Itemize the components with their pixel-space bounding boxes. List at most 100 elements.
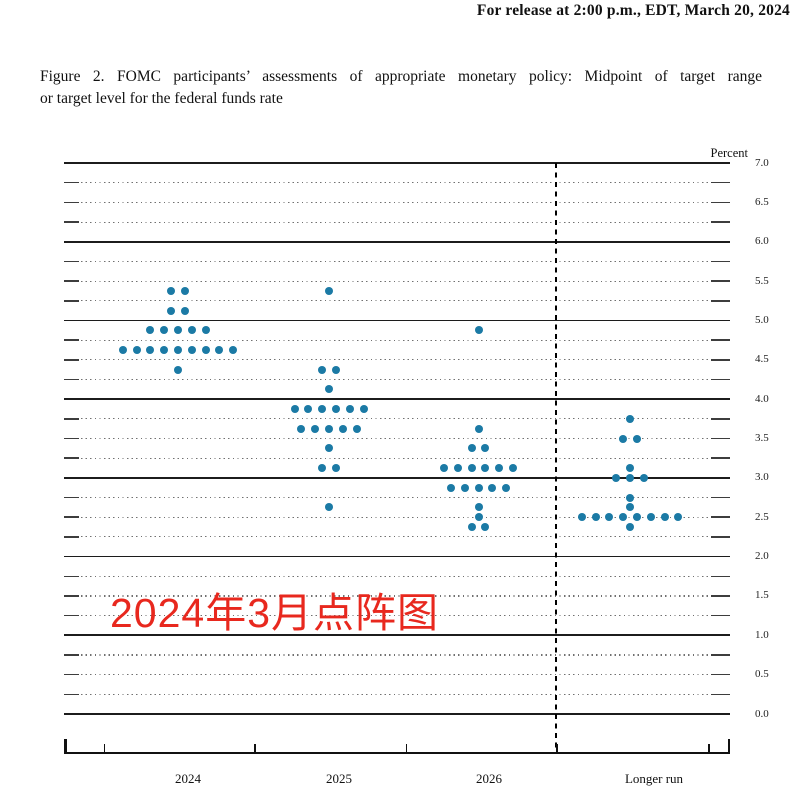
dot — [325, 503, 333, 512]
grid-line-dotted — [81, 536, 709, 538]
dot — [290, 404, 299, 413]
grid-line-dash-right — [711, 575, 730, 577]
grid-line-dotted — [81, 674, 709, 676]
grid-line-dotted — [81, 615, 709, 617]
dot — [632, 434, 641, 443]
y-tick-label: 2.0 — [755, 550, 769, 563]
grid-line-solid — [64, 634, 730, 637]
dot — [626, 523, 634, 532]
grid-line-dash-right — [711, 260, 730, 263]
grid-line-dash-left — [64, 339, 79, 341]
dot — [331, 464, 340, 473]
dot — [331, 365, 340, 374]
dot — [318, 404, 327, 413]
grid-line-dash-left — [64, 221, 79, 223]
dot — [132, 345, 141, 354]
grid-line-dash-right — [711, 614, 730, 617]
grid-line-dash-right — [711, 693, 730, 696]
dot — [359, 404, 368, 413]
y-tick-label: 1.5 — [755, 589, 769, 602]
grid-line-dotted — [81, 575, 709, 577]
grid-line-dotted — [81, 201, 709, 203]
dot — [481, 464, 490, 473]
grid-line-dash-left — [64, 378, 79, 381]
x-category-label: 2024 — [175, 771, 201, 786]
grid-line-dash-right — [711, 496, 730, 499]
dot — [331, 404, 340, 413]
y-tick-label: 6.5 — [755, 195, 769, 208]
grid-line-dotted — [81, 280, 709, 282]
dot — [174, 326, 182, 335]
grid-line-solid — [64, 240, 730, 243]
y-tick-label: 0.5 — [755, 668, 769, 681]
dot — [474, 326, 483, 335]
dot — [474, 503, 483, 512]
grid-line-dash-left — [64, 181, 79, 184]
grid-line-dotted — [81, 221, 709, 223]
grid-line-dash-left — [64, 359, 79, 361]
dot — [619, 434, 628, 443]
grid-line-dash-right — [711, 595, 730, 597]
grid-line-dash-left — [64, 595, 79, 597]
dot — [325, 424, 333, 433]
dot — [352, 424, 361, 433]
dot — [626, 464, 634, 473]
dot — [174, 365, 182, 374]
grid-line-dash-left — [64, 673, 79, 676]
grid-line-dash-left — [64, 457, 79, 459]
y-axis-unit-label: Percent — [710, 146, 748, 160]
dot — [577, 513, 586, 522]
dot — [118, 345, 127, 354]
x-axis-tick — [556, 743, 558, 752]
grid-line-dash-right — [711, 536, 730, 538]
grid-line-dash-left — [64, 536, 79, 538]
dot — [488, 483, 497, 492]
dot — [318, 365, 327, 374]
y-tick-label: 5.0 — [755, 313, 769, 326]
dot — [325, 444, 333, 453]
x-axis-tick — [405, 743, 408, 752]
grid-line-dotted — [81, 260, 709, 262]
grid-line-dash-right — [711, 437, 730, 440]
dot — [632, 513, 641, 522]
x-axis-end-tick — [64, 738, 67, 754]
grid-line-dotted — [81, 457, 709, 459]
dot — [180, 306, 189, 315]
x-axis-line — [64, 751, 730, 754]
grid-line-dotted — [81, 339, 709, 341]
dot — [180, 286, 189, 295]
dot — [146, 326, 155, 335]
dot — [304, 404, 313, 413]
dot — [325, 286, 333, 295]
figure-caption-line1: Figure 2. FOMC participants’ assessments… — [40, 68, 762, 85]
y-tick-label: 3.5 — [755, 432, 769, 444]
dot — [325, 385, 333, 394]
y-tick-label: 5.5 — [755, 274, 769, 287]
y-tick-label: 3.0 — [755, 471, 769, 484]
grid-line-dash-right — [711, 516, 730, 518]
dot — [626, 493, 634, 502]
grid-line-dash-right — [711, 280, 730, 282]
y-tick-label: 2.5 — [755, 510, 769, 523]
grid-line-dash-right — [711, 457, 730, 459]
grid-line-solid — [64, 319, 730, 322]
dot — [187, 326, 196, 335]
x-category-label: 2025 — [326, 771, 352, 786]
dot — [626, 473, 634, 482]
grid-line-dash-right — [711, 418, 730, 420]
grid-line-dotted — [81, 378, 709, 381]
dot — [440, 464, 448, 473]
grid-line-dotted — [81, 516, 709, 518]
dot — [146, 345, 155, 354]
grid-line-dash-left — [64, 693, 79, 696]
dot — [160, 345, 169, 354]
grid-line-dotted — [81, 182, 709, 184]
grid-line-dotted — [81, 300, 709, 302]
x-axis-tick — [103, 743, 106, 752]
grid-line-dotted — [81, 497, 709, 499]
grid-line-solid — [64, 398, 730, 401]
dot — [612, 473, 621, 482]
x-axis-end-tick — [727, 738, 730, 754]
grid-line-solid — [64, 713, 730, 715]
grid-line-dash-left — [64, 575, 79, 577]
